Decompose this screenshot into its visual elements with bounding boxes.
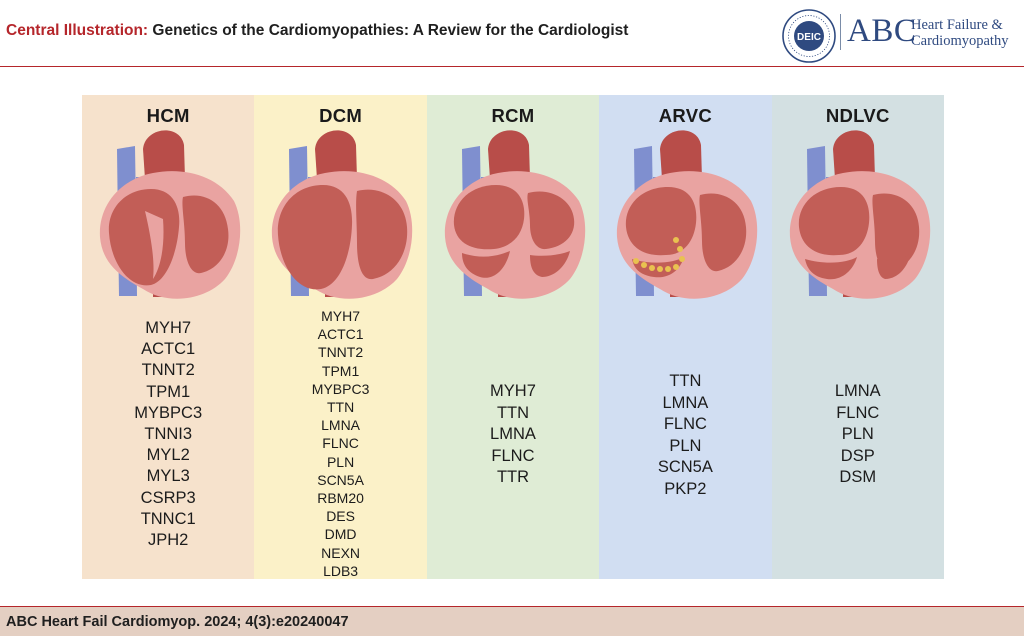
gene: MYL2 <box>146 446 190 465</box>
gene-list-ndlvc: LMNA FLNC PLN DSP DSM <box>772 381 944 489</box>
gene: LMNA <box>834 382 881 400</box>
gene: TTN <box>326 399 355 416</box>
citation: ABC Heart Fail Cardiomyop. 2024; 4(3):e2… <box>6 614 349 630</box>
gene: DSM <box>839 468 877 486</box>
footer-divider <box>0 606 1024 607</box>
gene: MYH7 <box>145 319 192 337</box>
gene: TTR <box>496 468 530 486</box>
gene: SCN5A <box>657 458 713 476</box>
gene: NEXN <box>321 544 361 561</box>
heart-restrictive-icon <box>444 130 585 299</box>
footer: ABC Heart Fail Cardiomyop. 2024; 4(3):e2… <box>0 606 1024 636</box>
heart-arrhythmogenic-icon <box>617 130 758 299</box>
cardiomyopathy-panels: HCM MYH7 ACTC1 TNNT2 TPM1 MYBPC3 TNNI3 M… <box>82 95 944 579</box>
logo-subtitle-line1: Heart Failure & <box>911 17 1003 33</box>
gene: TTN <box>669 372 702 390</box>
panel-ndlvc: NDLVC LMNA FLNC PLN DSP DSM <box>771 95 944 579</box>
gene: TNNT2 <box>318 344 364 361</box>
gene: MYH7 <box>321 308 361 324</box>
title-text: Genetics of the Cardiomyopathies: A Revi… <box>152 22 629 39</box>
gene: TPM1 <box>146 382 191 401</box>
gene-list-dcm: MYH7 ACTC1 TNNT2 TPM1 MYBPC3 TTN LMNA FL… <box>254 307 426 580</box>
title-lead: Central Illustration: <box>6 22 149 39</box>
panel-title-rcm: RCM <box>491 105 535 126</box>
gene: FLNC <box>663 415 707 433</box>
logo-subtitle: Heart Failure & Cardiomyopathy <box>911 17 1008 49</box>
gene: DMD <box>324 526 357 543</box>
gene: TNNI3 <box>144 425 193 444</box>
panel-hcm: HCM MYH7 ACTC1 TNNT2 TPM1 MYBPC3 TNNI3 M… <box>82 95 255 579</box>
gene: PKP2 <box>664 479 707 498</box>
gene: PLN <box>326 453 355 470</box>
panel-title-hcm: HCM <box>146 105 190 126</box>
gene: ACTC1 <box>317 326 364 343</box>
gene: TTN <box>496 403 530 422</box>
deic-seal-icon: DEIC <box>782 9 836 63</box>
gene: ACTC1 <box>141 340 196 359</box>
heart-hypertrophic-icon <box>99 130 241 299</box>
seal-text: DEIC <box>797 32 821 43</box>
header: Central Illustration: Genetics of the Ca… <box>0 0 1024 66</box>
gene: MYBPC3 <box>134 403 203 422</box>
panel-title-dcm: DCM <box>319 105 363 126</box>
gene: MYL3 <box>146 467 190 486</box>
gene-list-rcm: MYH7 TTN LMNA FLNC TTR <box>427 381 599 489</box>
heart-nondilated-icon <box>789 130 930 299</box>
gene: FLNC <box>491 446 535 465</box>
gene: DSP <box>840 446 875 465</box>
gene: CSRP3 <box>140 488 196 507</box>
gene: MYBPC3 <box>311 380 370 397</box>
gene: LMNA <box>662 393 709 412</box>
gene-list-hcm: MYH7 ACTC1 TNNT2 TPM1 MYBPC3 TNNI3 MYL2 … <box>82 318 254 551</box>
gene: PLN <box>669 436 702 455</box>
gene: PLN <box>841 425 874 443</box>
panel-arvc: ARVC TTN LMNA FLNC PLN SCN5A PKP2 <box>599 95 772 579</box>
gene: DES <box>326 508 355 525</box>
panel-title-ndlvc: NDLVC <box>825 105 890 126</box>
panel-rcm: RCM MYH7 TTN LMNA FLNC TTR <box>426 95 600 579</box>
logo-separator <box>840 14 841 50</box>
gene: LMNA <box>490 425 536 443</box>
gene-list-arvc: TTN LMNA FLNC PLN SCN5A PKP2 <box>599 371 771 500</box>
logo-abc: ABC <box>847 13 917 49</box>
heart-dilated-icon <box>272 130 413 299</box>
gene: MYH7 <box>490 382 536 400</box>
page-title: Central Illustration: Genetics of the Ca… <box>6 22 628 40</box>
gene: RBM20 <box>317 490 364 507</box>
gene: TNNC1 <box>140 509 196 528</box>
header-divider <box>0 66 1024 67</box>
gene: SCN5A <box>317 471 364 488</box>
gene: LDB3 <box>323 562 359 579</box>
panel-title-arvc: ARVC <box>658 105 713 126</box>
gene: FLNC <box>836 403 880 422</box>
logo-subtitle-line2: Cardiomyopathy <box>911 33 1009 49</box>
gene: FLNC <box>322 435 359 452</box>
gene: TPM1 <box>321 362 360 379</box>
gene: JPH2 <box>148 531 189 550</box>
gene: LMNA <box>321 417 361 434</box>
gene: TNNT2 <box>141 361 195 380</box>
panel-dcm: DCM MYH7 ACTC1 TNNT2 TPM1 MYBPC3 TTN LMN… <box>254 95 427 580</box>
